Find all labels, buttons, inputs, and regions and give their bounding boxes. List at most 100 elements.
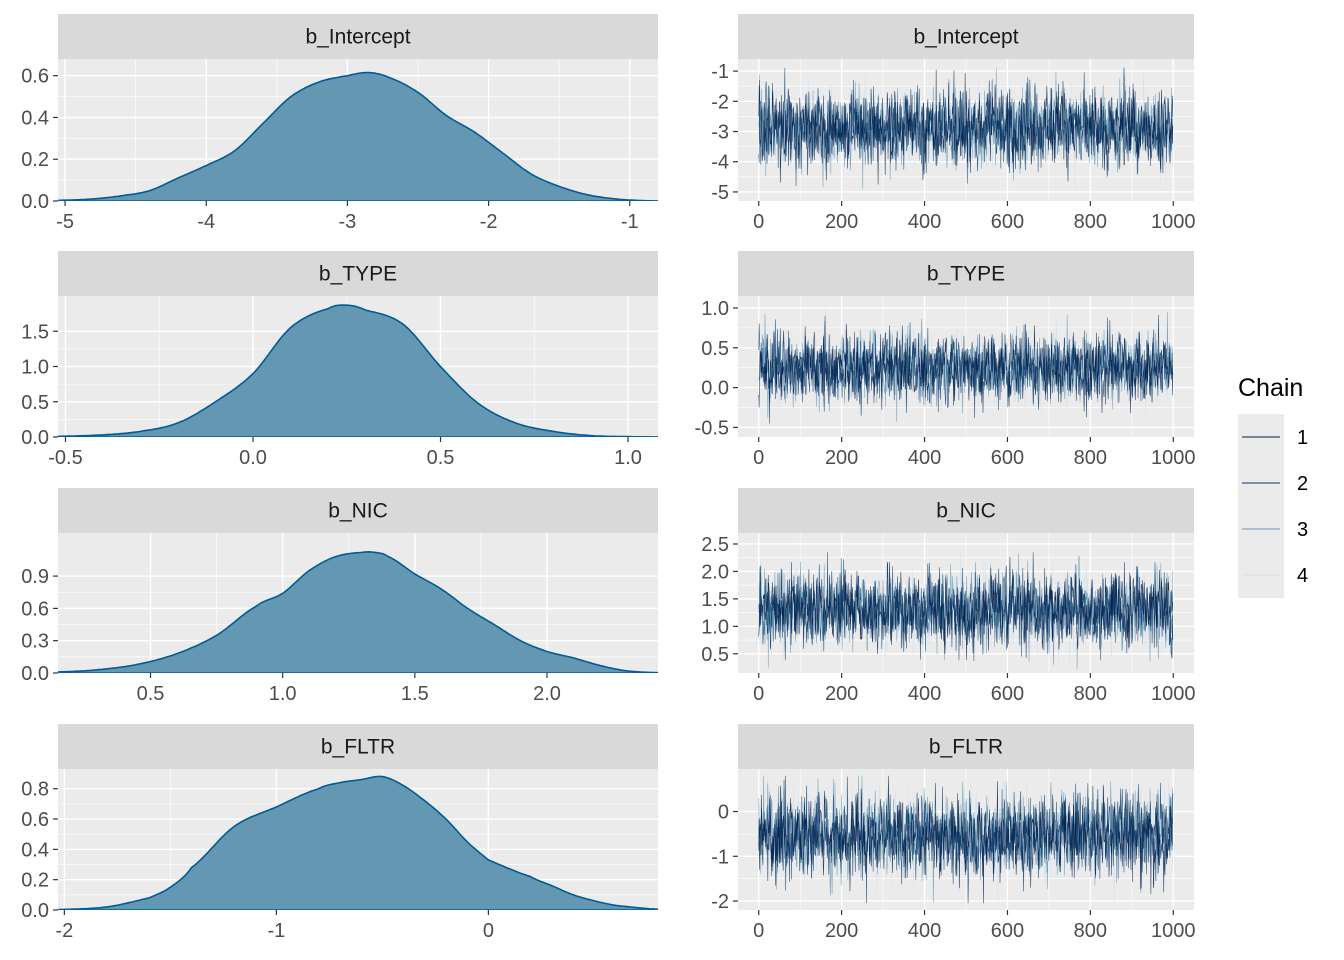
x-tick-label: 1000 [1151,211,1196,233]
legend-label-4: 4 [1297,565,1308,587]
y-tick-label: -5 [711,182,729,204]
plot-area [758,307,1174,424]
strip-label: b_Intercept [305,26,410,49]
x-tick-label: 400 [908,211,941,233]
y-tick-label: 2.5 [701,534,729,556]
panel-b-nic-density: b_NIC 0.5 1.0 1.5 2.0 0.0 0.3 0.6 0.9 [21,488,658,705]
y-tick-label: 0.4 [21,839,49,861]
panel-b-type-density: b_TYPE-0.5 0.0 0.5 1.00.00.51.01.5 [21,251,658,469]
x-tick-label: 0 [483,920,494,942]
strip-background [738,488,1194,533]
strip-label: b_NIC [328,500,388,523]
y-tick-label: 2.0 [701,561,729,583]
x-tick-label: 800 [1074,447,1107,469]
y-tick-label: 0.9 [21,566,49,588]
x-tick-label: 800 [1074,211,1107,233]
y-tick-label: 0.0 [21,191,49,213]
y-tick-label: 0.5 [701,338,729,360]
strip-label: b_TYPE [927,263,1005,286]
legend-label-1: 1 [1297,427,1308,449]
x-tick-label: 0.5 [427,447,455,469]
x-tick-label: 400 [908,920,941,942]
panel-b-fltr-density: b_FLTR -2 -1 0 0.0 0.2 0.4 0.6 0.8 [21,724,658,942]
y-tick-label: 0.8 [21,779,49,801]
y-tick-label: 0.2 [21,149,49,171]
legend-label-3: 3 [1297,519,1308,541]
x-tick-label: 800 [1074,920,1107,942]
density-area [58,305,658,437]
x-tick-label: 0 [753,920,764,942]
plot-area [58,304,658,437]
panel-b-type-trace: b_TYPE 0 200 400 600 800 1000 -0.5 0.0 0.5 1.0 [695,251,1196,469]
y-tick-label: 0.5 [701,644,729,666]
x-tick-label: 600 [991,447,1024,469]
x-tick-label: -1 [267,920,285,942]
x-tick-label: -4 [197,211,215,233]
density-area [58,551,658,673]
x-tick-label: 1000 [1151,920,1196,942]
y-tick-label: 1.0 [701,616,729,638]
y-tick-label: -1 [711,61,729,83]
strip-background [58,14,658,59]
x-tick-label: 0 [753,211,764,233]
strip-background [58,488,658,533]
trace-chain-1 [758,556,1174,661]
x-tick-label: 200 [825,211,858,233]
x-tick-label: 0 [753,447,764,469]
trace-chain-1 [758,775,1174,904]
strip-label: b_TYPE [319,263,397,286]
density-line [58,304,658,437]
x-tick-label: -5 [56,211,74,233]
y-tick-label: -2 [711,91,729,113]
x-tick-label: 0 [753,683,764,705]
y-tick-label: 0.4 [21,107,49,129]
y-tick-label: -3 [711,122,729,144]
x-tick-label: 0.0 [239,447,267,469]
strip-background [58,724,658,769]
y-tick-label: 1.5 [701,589,729,611]
panel-b-intercept-trace: b_Intercept 0 200 400 600 800 1000 -5 -4 -3 -2 -1 [711,14,1196,233]
plot-area [758,552,1174,669]
x-tick-label: 400 [908,447,941,469]
x-tick-label: 0.5 [137,683,165,705]
panel-b-nic-trace: b_NIC 0 200 400 600 800 1000 0.5 1.0 1.5 2.0 2.5 [701,488,1196,705]
panel-b-fltr-trace: b_FLTR 0 200 400 600 800 1000 -2 -1 0 [711,724,1196,942]
strip-background [738,724,1194,769]
strip-background [58,251,658,296]
plot-area [58,550,658,673]
density-line [58,71,658,201]
x-tick-label: -2 [55,920,73,942]
x-tick-label: 1.0 [614,447,642,469]
plot-area [758,67,1174,189]
x-tick-label: 1.0 [269,683,297,705]
plot-area [758,775,1174,904]
density-area [58,72,658,201]
legend-title: Chain [1238,374,1303,402]
y-tick-label: 0.0 [21,427,49,449]
trace-chain-1 [758,69,1174,185]
y-tick-label: -2 [711,891,729,913]
y-tick-label: 0.5 [21,392,49,414]
x-tick-label: 800 [1074,683,1107,705]
y-tick-label: 0.0 [21,663,49,685]
strip-label: b_Intercept [913,26,1018,49]
x-tick-label: -3 [339,211,357,233]
panel-b-intercept-density: b_Intercept -5 -4 -3 -2 -1 0.0 0.2 0.4 0.6 [21,14,658,233]
x-tick-label: 200 [825,447,858,469]
density-line [58,550,658,673]
density-line [58,775,658,910]
legend-label-2: 2 [1297,473,1308,495]
y-tick-label: 0 [718,802,729,824]
y-tick-label: 1.5 [21,321,49,343]
y-tick-label: 0.0 [701,378,729,400]
strip-background [738,251,1194,296]
strip-label: b_NIC [936,500,996,523]
y-tick-label: -1 [711,846,729,868]
y-tick-label: 0.2 [21,870,49,892]
y-tick-label: 0.3 [21,631,49,653]
x-tick-label: 400 [908,683,941,705]
x-tick-label: -1 [621,211,639,233]
x-tick-label: 200 [825,683,858,705]
plot-area [58,775,658,910]
